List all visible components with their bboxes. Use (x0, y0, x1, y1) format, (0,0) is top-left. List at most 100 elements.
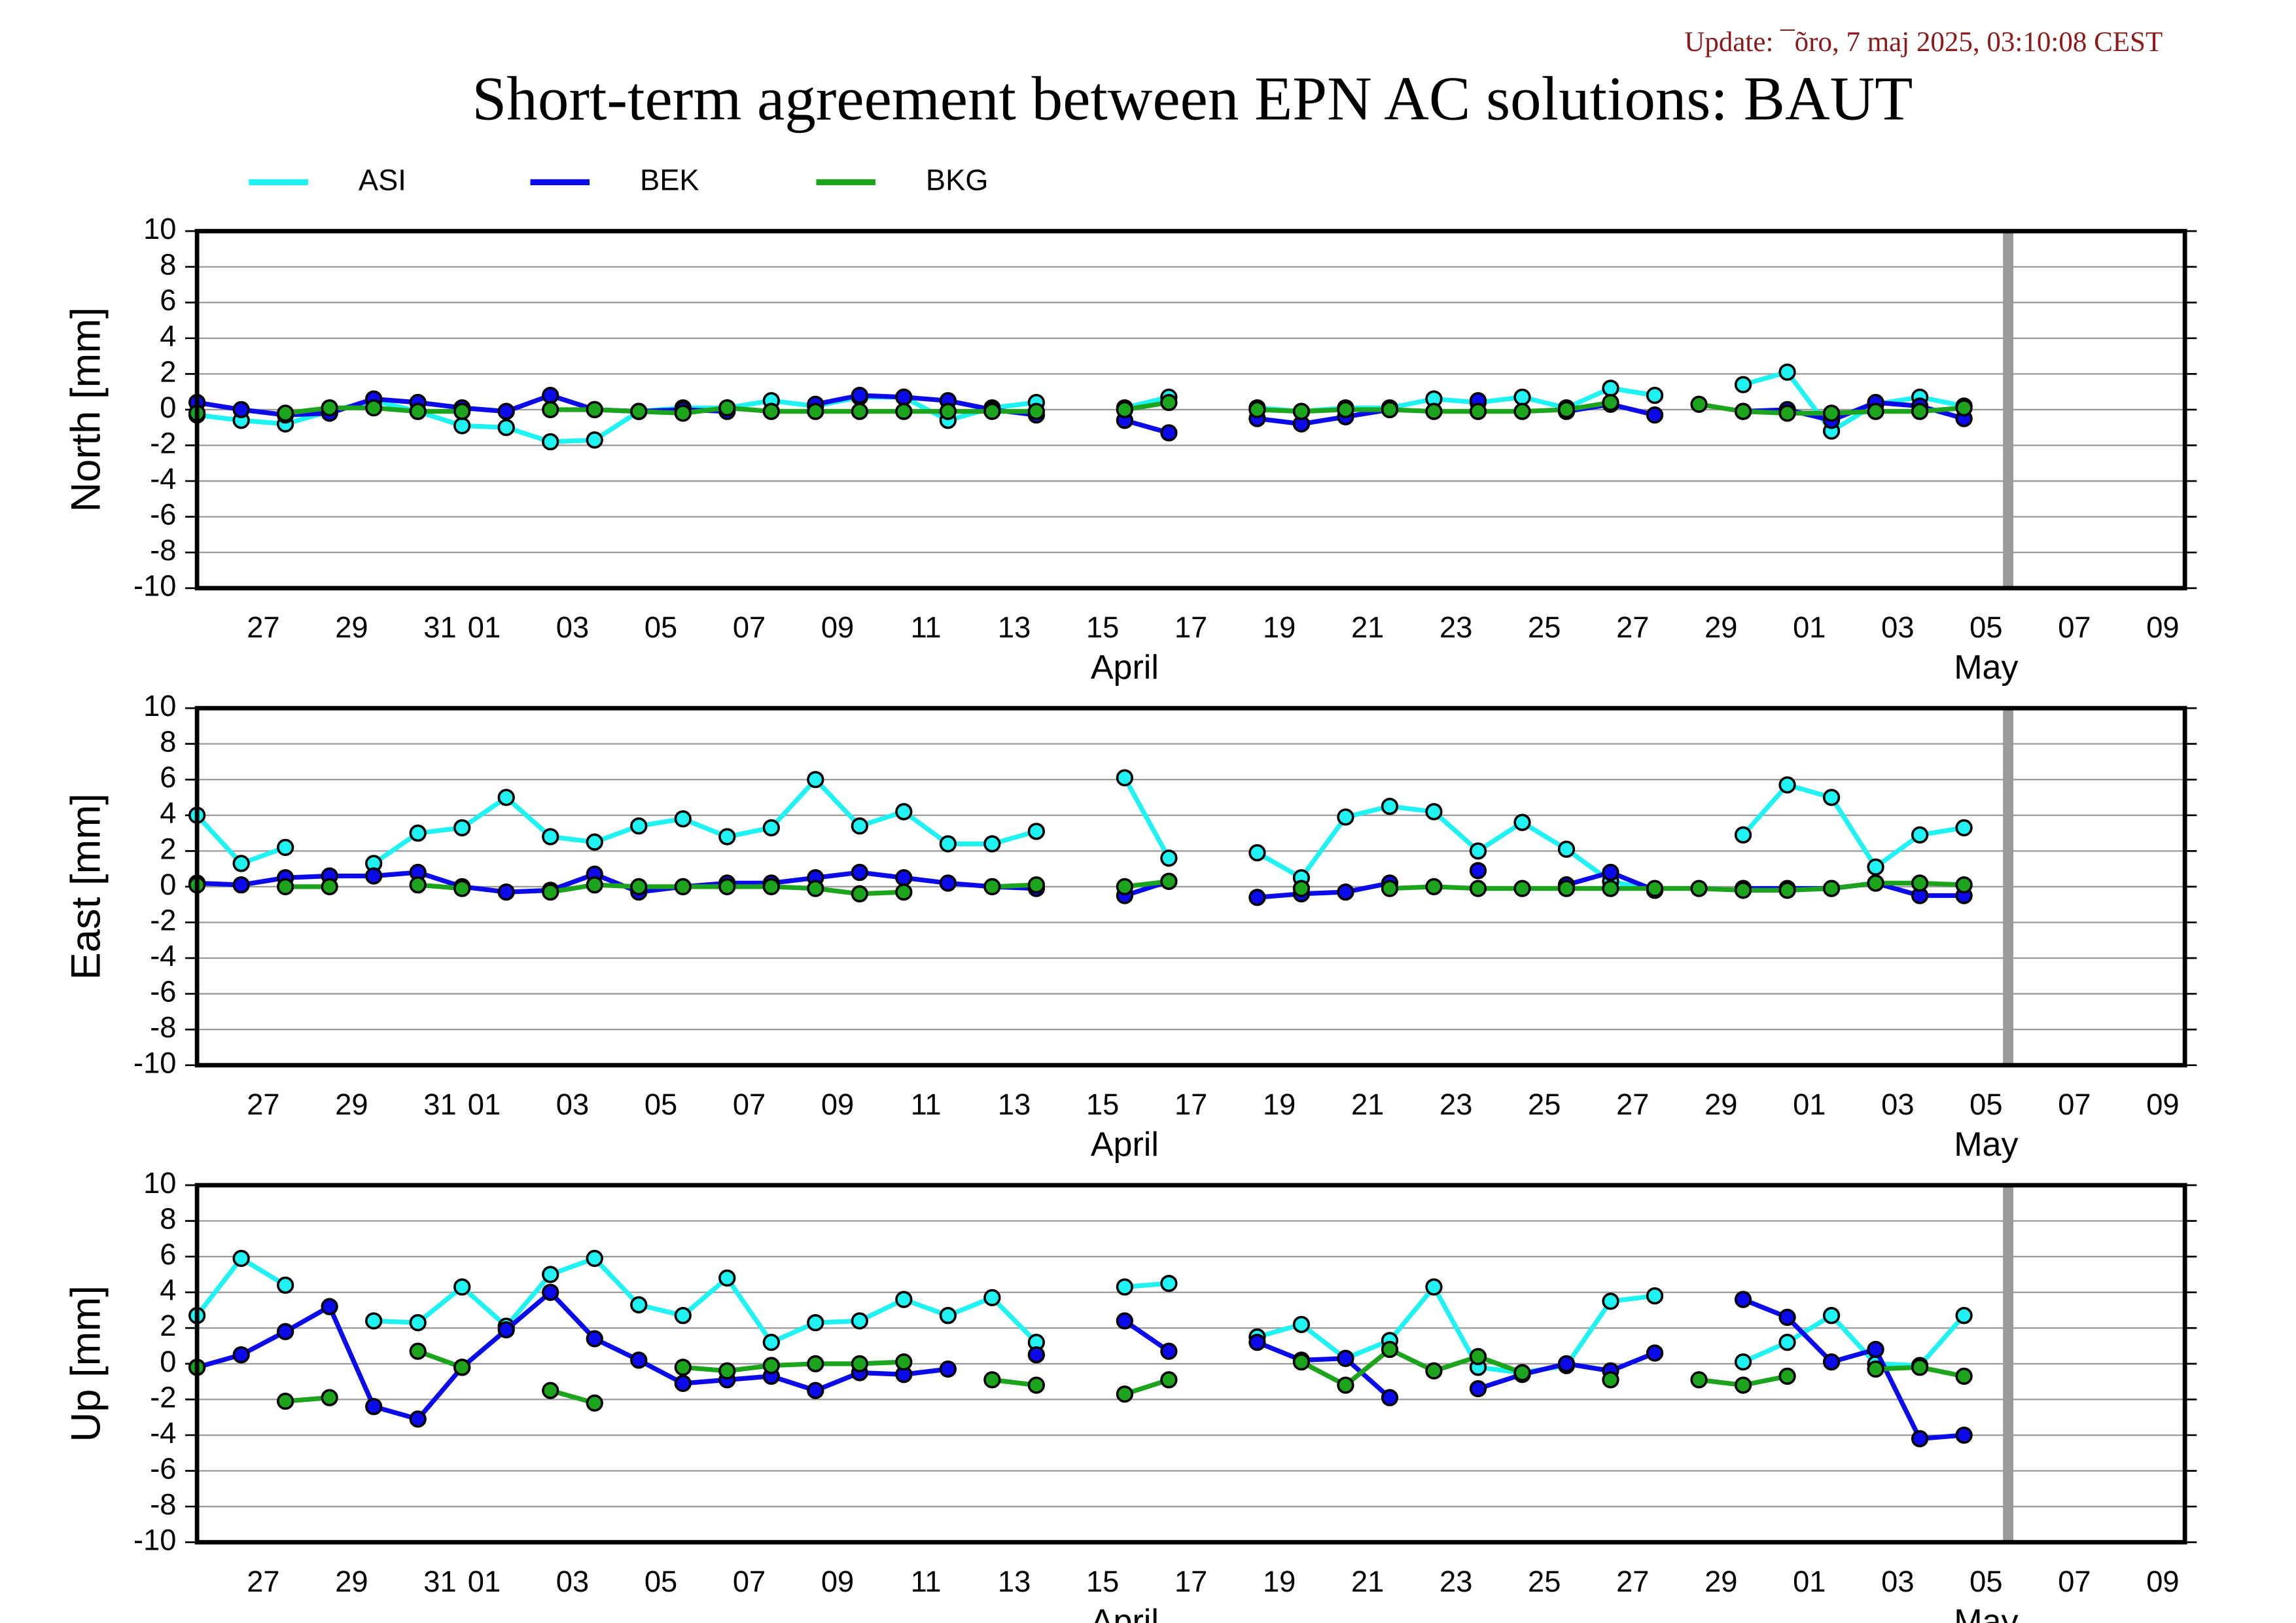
data-point (365, 399, 383, 417)
data-point (453, 880, 471, 897)
x-tick-label: 09 (821, 611, 854, 644)
x-tick-label: 31 (423, 611, 456, 644)
data-point (1955, 1307, 1973, 1325)
data-point (586, 833, 603, 851)
x-tick-label: 09 (2146, 611, 2179, 644)
data-point (939, 874, 957, 892)
x-tick-label: 23 (1439, 1565, 1472, 1598)
plot-frame (194, 705, 2187, 1068)
data-point (1425, 803, 1443, 821)
y-axis-label: East [mm] (63, 793, 109, 980)
y-tick-label: 2 (160, 832, 176, 865)
data-point (895, 1291, 913, 1308)
data-point (674, 878, 692, 896)
y-tick-label: -4 (150, 1416, 176, 1450)
data-point (542, 401, 559, 419)
data-point (1822, 789, 1841, 806)
data-point (1955, 819, 1973, 836)
data-point (895, 1353, 913, 1371)
data-point (277, 878, 294, 896)
data-point (277, 838, 294, 857)
data-point (1734, 1376, 1752, 1394)
data-point (718, 399, 736, 417)
data-point (1116, 878, 1134, 896)
data-point (1027, 402, 1045, 420)
x-tick-label: 03 (556, 1088, 589, 1121)
data-point (718, 1362, 736, 1380)
data-point (1734, 376, 1752, 393)
data-point (1381, 798, 1399, 815)
x-tick-label: 27 (1616, 611, 1649, 644)
y-tick-label: 10 (143, 212, 176, 245)
data-point (1116, 401, 1134, 419)
data-point (983, 402, 1001, 420)
data-point (453, 402, 471, 420)
x-tick-label: 01 (468, 1565, 501, 1598)
data-point (1734, 1291, 1752, 1308)
x-tick-label: 15 (1086, 611, 1119, 644)
data-point (453, 1278, 471, 1296)
data-point (939, 1307, 957, 1325)
x-tick-label: 15 (1086, 1565, 1119, 1598)
data-point (1911, 1359, 1929, 1376)
data-point (277, 404, 294, 422)
data-point (1160, 393, 1178, 412)
y-tick-label: 0 (160, 391, 176, 424)
data-point (1027, 1346, 1045, 1364)
data-point (232, 876, 250, 894)
current-date-marker (2003, 231, 2014, 588)
y-tick-label: 10 (143, 1166, 176, 1200)
x-tick-label: 01 (1793, 1565, 1826, 1598)
x-tick-label: 05 (645, 611, 677, 644)
data-point (630, 878, 648, 896)
y-tick-label: 8 (160, 1202, 176, 1236)
x-tick-label: 09 (821, 1565, 854, 1598)
data-point (586, 401, 603, 419)
data-point (1690, 880, 1708, 897)
data-point (1469, 862, 1487, 880)
data-point (1778, 404, 1796, 422)
data-point (1337, 883, 1354, 901)
data-point (1381, 401, 1399, 419)
x-tick-label: 13 (998, 1565, 1031, 1598)
data-point (321, 1298, 338, 1315)
data-point (674, 1307, 692, 1325)
current-date-marker (2003, 1185, 2014, 1543)
x-tick-label: 17 (1174, 1565, 1207, 1598)
x-tick-label: 29 (335, 611, 368, 644)
data-point (851, 885, 868, 902)
data-point (630, 402, 648, 420)
data-point (1027, 1376, 1045, 1394)
y-tick-label: -10 (133, 1524, 176, 1557)
data-point (1734, 1353, 1752, 1371)
data-point (1822, 1353, 1841, 1371)
y-tick-label: -2 (150, 1380, 176, 1414)
plot-frame (194, 1183, 2187, 1545)
x-tick-label: 11 (911, 1565, 942, 1598)
data-point (762, 878, 780, 896)
data-point (983, 878, 1001, 896)
data-point (762, 1333, 780, 1351)
y-tick-label: -6 (150, 498, 176, 531)
data-point (1822, 880, 1841, 897)
data-point (939, 1360, 957, 1378)
data-point (895, 883, 913, 901)
x-tick-label: 27 (247, 1565, 279, 1598)
y-tick-label: 6 (160, 283, 176, 317)
data-point (409, 1342, 427, 1360)
data-point (1911, 1430, 1929, 1448)
x-tick-label: 05 (1969, 1565, 2002, 1598)
data-point (1425, 402, 1443, 420)
data-point (762, 1357, 780, 1374)
x-tick-label: 27 (247, 1088, 279, 1121)
legend-label: BKG (926, 163, 989, 196)
data-point (939, 835, 957, 853)
data-point (762, 819, 780, 836)
data-point (497, 883, 515, 901)
data-point (1248, 1333, 1266, 1351)
month-label: April (1091, 1126, 1159, 1164)
y-tick-label: -6 (150, 1452, 176, 1485)
x-tick-label: 25 (1528, 611, 1561, 644)
